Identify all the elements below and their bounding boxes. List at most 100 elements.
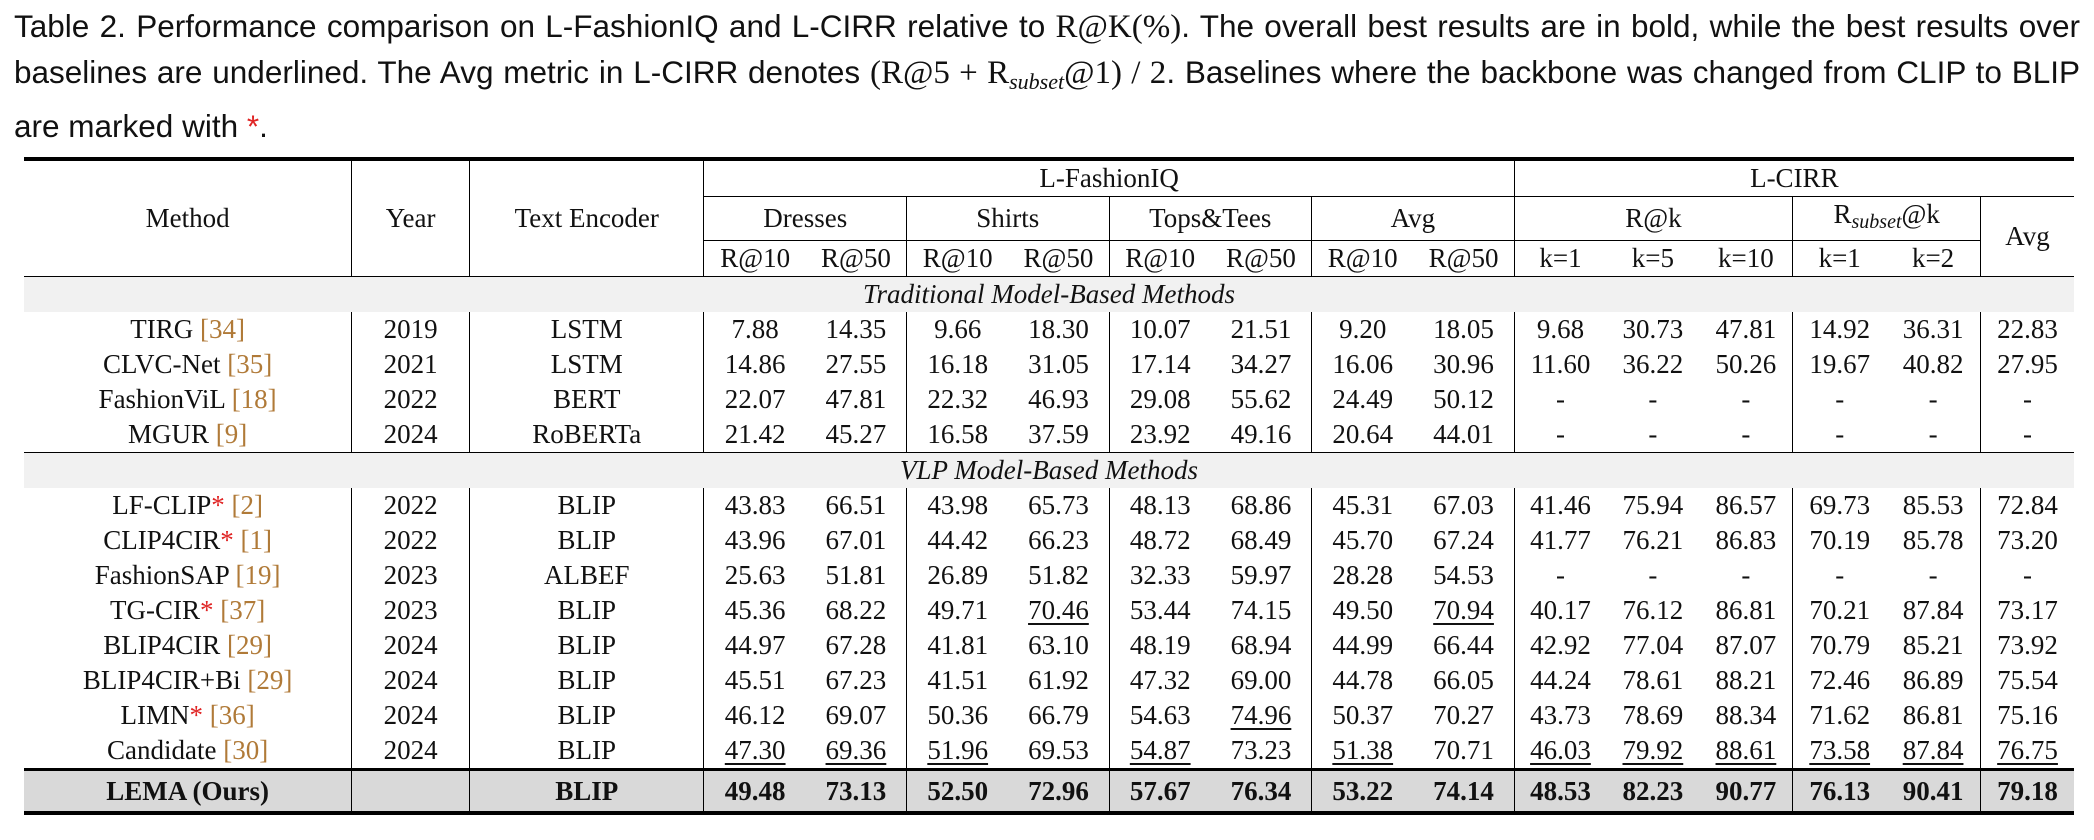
text-encoder-cell: BLIP (469, 523, 705, 558)
method-row: TIRG [34] 2019 LSTM 7.88 14.35 9.66 18.30 10.07… (24, 312, 2074, 347)
metric-cell: - (1514, 417, 1606, 453)
metric-cell: 43.98 (907, 488, 1009, 523)
metric-value: 49.48 (724, 776, 786, 806)
metric-cell: - (1886, 417, 1982, 453)
citation-link[interactable]: [37] (220, 595, 266, 625)
header-year: Year (351, 159, 471, 277)
citation-link[interactable]: [9] (215, 419, 248, 449)
metric-value: 53.44 (1129, 595, 1191, 625)
metric-cell: 50.26 (1699, 347, 1794, 382)
metric-value: 23.92 (1129, 419, 1191, 449)
citation-link[interactable]: [35] (227, 349, 273, 379)
citation-link[interactable]: [18] (231, 384, 277, 414)
metric-cell: - (1981, 382, 2074, 417)
metric-cell: 45.36 (704, 593, 806, 628)
metric-value: 51.38 (1332, 735, 1394, 765)
method-row: BLIP4CIR+Bi [29] 2024 BLIP 45.51 67.23 41.51 6… (24, 663, 2074, 698)
metric-cell: 43.96 (704, 523, 806, 558)
metric-value: 52.50 (927, 776, 989, 806)
metric-value: 26.89 (927, 560, 989, 590)
header-r10: R@10 (1109, 240, 1211, 277)
method-name-cell: LF-CLIP* [2] (24, 488, 353, 523)
citation-link[interactable]: [19] (235, 560, 281, 590)
metric-cell: 14.86 (704, 347, 806, 382)
metric-value: 59.97 (1230, 560, 1292, 590)
metric-value: 69.36 (825, 735, 887, 765)
metric-cell: 44.24 (1514, 663, 1606, 698)
metric-value: 74.15 (1230, 595, 1292, 625)
method-row: BLIP4CIR [29] 2024 BLIP 44.97 67.28 41.81 63.1… (24, 628, 2074, 663)
metric-cell: 68.49 (1210, 523, 1313, 558)
metric-cell: 72.46 (1793, 663, 1886, 698)
metric-cell: 22.07 (704, 382, 806, 417)
year-cell: 2023 (351, 558, 471, 593)
metric-value: 29.08 (1129, 384, 1191, 414)
citation-link[interactable]: [30] (223, 735, 269, 765)
metric-value: - (1928, 560, 1938, 590)
method-row: TG-CIR* [37] 2023 BLIP 45.36 68.22 49.71 70.46… (24, 593, 2074, 628)
citation-link[interactable]: [36] (209, 700, 255, 730)
method-name-cell: MGUR [9] (24, 417, 353, 453)
year-cell: 2024 (351, 417, 471, 453)
metric-cell: 70.27 (1413, 698, 1515, 733)
method-name: MGUR (127, 419, 209, 449)
citation-link[interactable]: [29] (247, 665, 293, 695)
year-cell: 2019 (351, 312, 471, 347)
metric-cell: 66.23 (1008, 523, 1110, 558)
metric-value: 66.51 (825, 490, 887, 520)
metric-cell: 17.14 (1109, 347, 1211, 382)
metric-value: 72.46 (1809, 665, 1871, 695)
metric-cell: 85.53 (1886, 488, 1982, 523)
metric-cell: - (1699, 417, 1794, 453)
metric-value: 67.24 (1433, 525, 1494, 555)
citation-link[interactable]: [29] (227, 630, 272, 660)
metric-cell: 51.38 (1312, 733, 1414, 770)
citation-link[interactable]: [1] (240, 525, 272, 555)
metric-value: 73.17 (1997, 595, 2058, 625)
metric-cell: 11.60 (1514, 347, 1606, 382)
metric-value: 16.06 (1332, 349, 1394, 379)
metric-cell: 40.17 (1514, 593, 1606, 628)
metric-value: - (1835, 384, 1845, 414)
header-topstees: Tops&Tees (1109, 196, 1313, 241)
metric-value: 18.30 (1028, 314, 1089, 344)
method-row: FashionSAP [19] 2023 ALBEF 25.63 51.81 26.89 5… (24, 558, 2074, 593)
metric-cell: 76.75 (1981, 733, 2074, 770)
metric-value: 66.44 (1433, 630, 1494, 660)
metric-value: 76.75 (1997, 735, 2058, 765)
metric-cell: - (1981, 417, 2074, 453)
metric-value: 86.81 (1902, 700, 1964, 730)
text-encoder-cell: ALBEF (469, 558, 705, 593)
metric-value: - (1555, 384, 1565, 414)
metric-cell: 14.35 (805, 312, 907, 347)
backbone-changed-marker: * (189, 700, 203, 730)
metric-cell: 72.96 (1008, 768, 1110, 813)
metric-cell: 86.81 (1886, 698, 1982, 733)
metric-value: 42.92 (1530, 630, 1591, 660)
metric-cell: 74.96 (1210, 698, 1313, 733)
citation-link[interactable]: [34] (199, 314, 245, 344)
metric-cell: 7.88 (704, 312, 806, 347)
header-l-fashioniq: L-FashionIQ (703, 159, 1515, 197)
metric-value: 67.23 (825, 665, 887, 695)
metric-cell: - (1699, 382, 1794, 417)
metric-cell: 75.54 (1981, 663, 2074, 698)
metric-value: 25.63 (724, 560, 786, 590)
metric-value: 70.27 (1433, 700, 1494, 730)
metric-value: 86.89 (1902, 665, 1964, 695)
metric-cell: 78.61 (1606, 663, 1699, 698)
metric-cell: - (1514, 382, 1606, 417)
metric-value: 16.18 (927, 349, 989, 379)
metric-value: 44.24 (1530, 665, 1591, 695)
metric-cell: 51.82 (1008, 558, 1110, 593)
citation-link[interactable]: [2] (231, 490, 263, 520)
method-name-cell: FashionViL [18] (24, 382, 353, 417)
metric-value: 75.16 (1997, 700, 2058, 730)
metric-cell: 50.36 (907, 698, 1009, 733)
metric-cell: 68.22 (805, 593, 907, 628)
header-method: Method (24, 159, 353, 277)
metric-value: - (1555, 419, 1565, 449)
metric-cell: 37.59 (1008, 417, 1110, 453)
header-r50: R@50 (805, 240, 907, 277)
metric-value: 48.72 (1129, 525, 1191, 555)
